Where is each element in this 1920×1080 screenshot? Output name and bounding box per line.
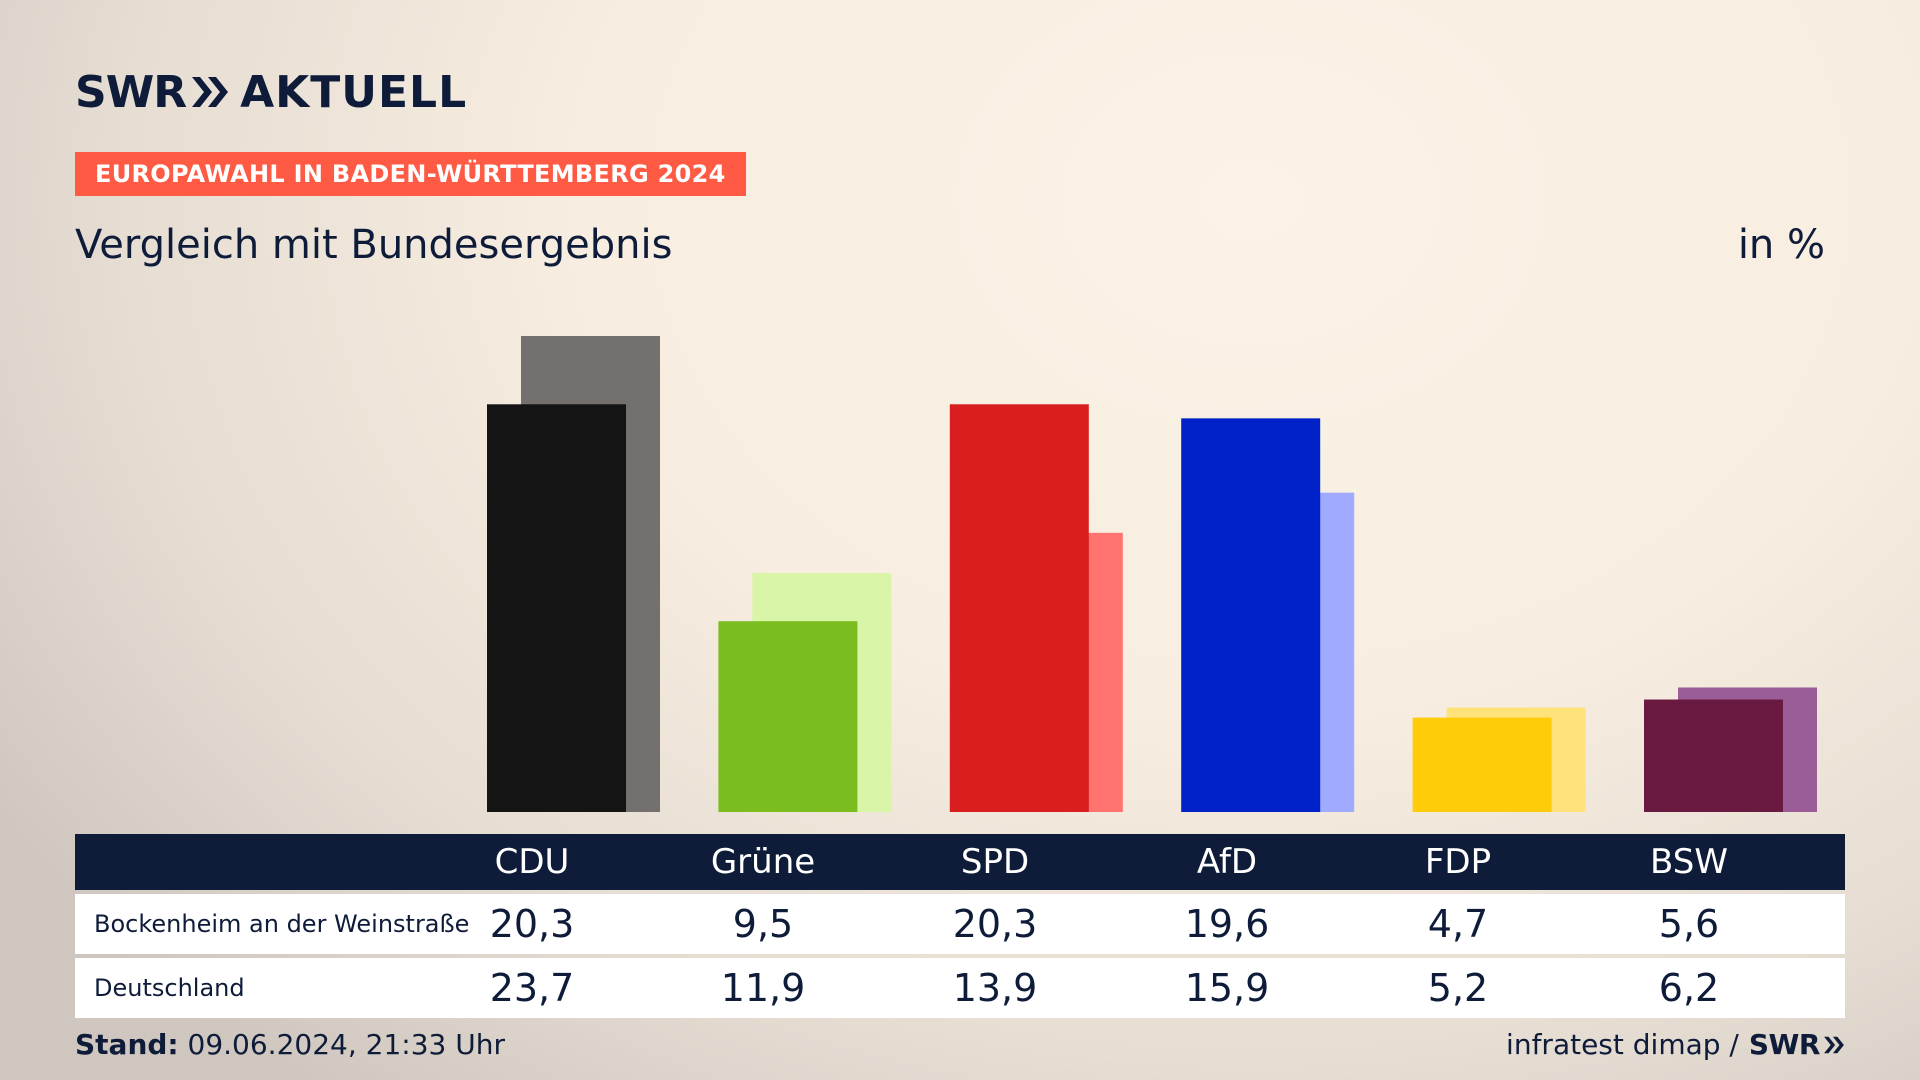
table-cell: 20,3 <box>952 902 1038 946</box>
swr-aktuell-logo: SWR AKTUELL <box>75 66 468 118</box>
table-header-row: CDU Grüne SPD AfD FDP BSW <box>75 834 1845 890</box>
results-table: CDU Grüne SPD AfD FDP BSW Bockenheim an … <box>75 834 1845 1018</box>
unit-label: in % <box>1737 222 1825 268</box>
row-label: Deutschland <box>94 974 245 1002</box>
bar-bockenheim-cdu <box>487 404 626 812</box>
chart-subtitle: Vergleich mit Bundesergebnis <box>75 222 673 268</box>
column-header-spd: SPD <box>960 842 1030 882</box>
table-cell: 23,7 <box>489 966 575 1010</box>
chevron-double-icon <box>1824 1036 1844 1053</box>
table-cell: 15,9 <box>1184 966 1270 1010</box>
column-header-bsw: BSW <box>1650 842 1728 882</box>
election-tag: EUROPAWAHL IN BADEN-WÜRTTEMBERG 2024 <box>75 152 746 196</box>
table-cell: 13,9 <box>952 966 1038 1010</box>
table-cell: 9,5 <box>732 902 794 946</box>
table-cell: 20,3 <box>489 902 575 946</box>
column-header-afd: AfD <box>1196 842 1258 882</box>
column-header-fdp: FDP <box>1424 842 1492 882</box>
table-cell: 4,7 <box>1427 902 1489 946</box>
table-cell: 6,2 <box>1658 966 1720 1010</box>
column-header-cdu: CDU <box>494 842 570 882</box>
timestamp-label: Stand: <box>75 1028 179 1061</box>
table-row: Deutschland 23,7 11,9 13,9 15,9 5,2 6,2 <box>75 958 1845 1018</box>
timestamp-value: 09.06.2024, 21:33 Uhr <box>178 1028 505 1061</box>
logo-swr-text: SWR <box>75 66 187 118</box>
table-cell: 19,6 <box>1184 902 1270 946</box>
bar-bockenheim-afd <box>1181 418 1321 812</box>
table-cell: 5,6 <box>1658 902 1720 946</box>
table-row: Bockenheim an der Weinstraße 20,3 9,5 20… <box>75 894 1845 954</box>
timestamp: Stand: 09.06.2024, 21:33 Uhr <box>75 1028 505 1061</box>
bar-bockenheim-fdp <box>1412 717 1552 812</box>
table-cell: 5,2 <box>1427 966 1489 1010</box>
column-header-gruene: Grüne <box>710 842 816 882</box>
source-swr-logo: SWR <box>1748 1028 1821 1061</box>
chevron-double-icon <box>192 77 229 107</box>
row-label: Bockenheim an der Weinstraße <box>94 910 470 938</box>
table-cell: 11,9 <box>720 966 806 1010</box>
logo-aktuell-text: AKTUELL <box>240 66 468 118</box>
bar-bockenheim-bsw <box>1644 699 1783 812</box>
source-text: infratest dimap / <box>1506 1028 1739 1061</box>
bar-bockenheim-gruene <box>718 621 858 812</box>
bar-bockenheim-spd <box>949 404 1089 812</box>
source-credit: infratest dimap / SWR <box>1506 1028 1845 1061</box>
